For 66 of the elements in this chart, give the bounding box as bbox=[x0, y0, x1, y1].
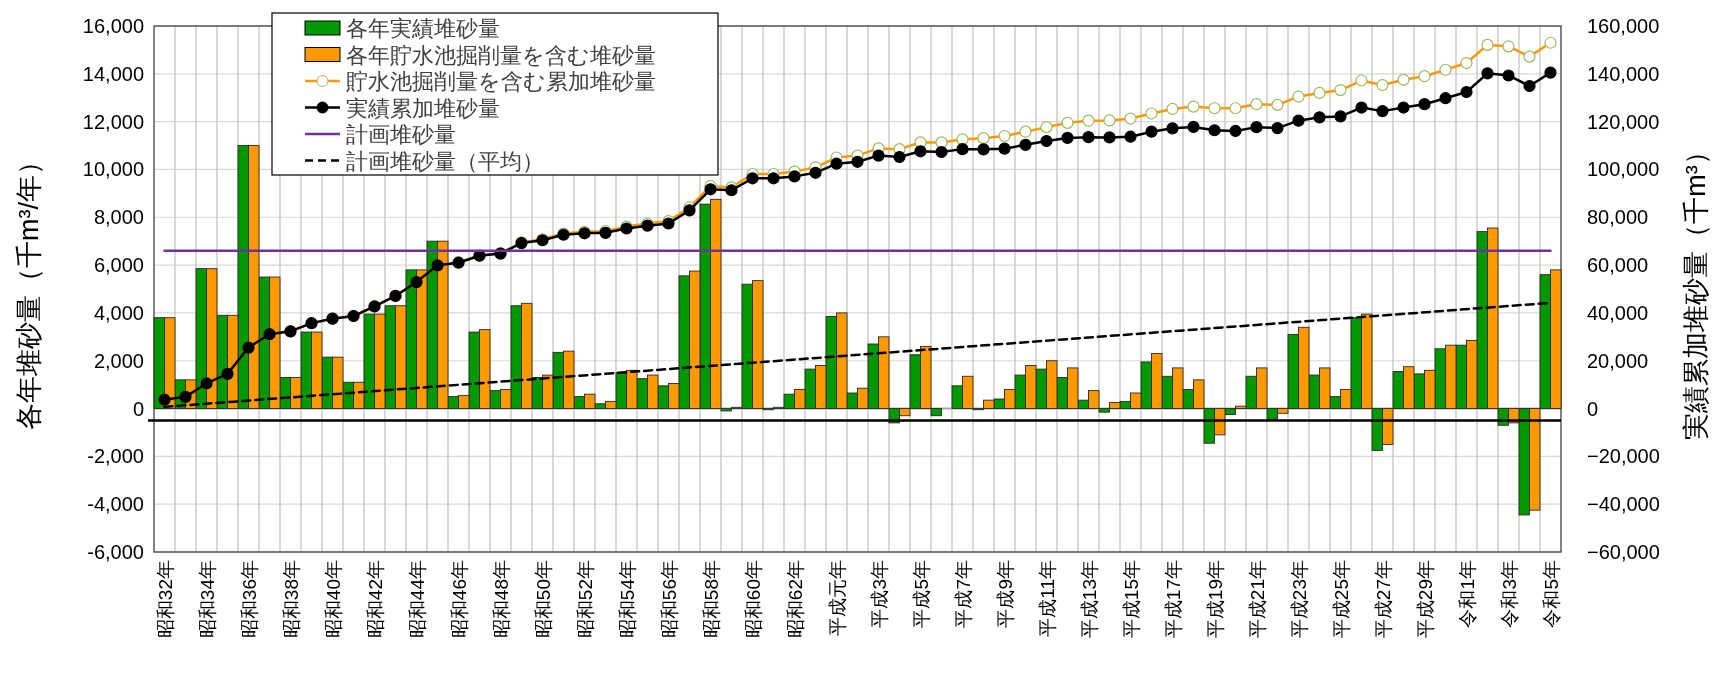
x-tick-label: 平成13年 bbox=[1078, 560, 1100, 639]
y-tick-label: 10,000 bbox=[82, 158, 144, 181]
y-tick-label: 4,000 bbox=[93, 301, 144, 324]
x-tick-label: 平成23年 bbox=[1288, 560, 1310, 639]
x-tick-label: 昭和48年 bbox=[490, 560, 512, 639]
x-tick-label: 昭和42年 bbox=[364, 560, 386, 639]
y-tick-label: 2,000 bbox=[93, 349, 144, 372]
x-tick-label: 昭和60年 bbox=[742, 560, 764, 639]
x-tick-label: 平成11年 bbox=[1036, 560, 1058, 637]
legend-label: 計画堆砂量 bbox=[346, 122, 456, 147]
y-tick-label: 0 bbox=[132, 397, 144, 420]
x-tick-label: 平成29年 bbox=[1414, 560, 1436, 639]
x-tick-label: 昭和34年 bbox=[196, 560, 218, 639]
y2-tick-label: −40,000 bbox=[1587, 493, 1660, 516]
x-tick-label: 昭和46年 bbox=[448, 560, 470, 639]
x-tick-label: 昭和62年 bbox=[784, 560, 806, 639]
y2-tick-label: −60,000 bbox=[1587, 541, 1660, 563]
x-tick-label: 平成25年 bbox=[1330, 560, 1352, 639]
y-tick-label: 12,000 bbox=[82, 110, 144, 133]
x-tick-label: 令和1年 bbox=[1456, 560, 1478, 628]
y-tick-label: -2,000 bbox=[87, 445, 144, 468]
y2-tick-label: 0 bbox=[1587, 397, 1599, 420]
x-tick-label: 平成17年 bbox=[1162, 560, 1184, 639]
y-tick-label: -4,000 bbox=[87, 493, 144, 516]
legend-label: 実績累加堆砂量 bbox=[346, 95, 500, 121]
x-tick-label: 昭和36年 bbox=[238, 560, 260, 639]
y2-axis-title: 実績累加堆砂量（千m³） bbox=[1681, 138, 1711, 440]
x-tick-label: 平成15年 bbox=[1120, 560, 1142, 639]
x-tick-label: 昭和56年 bbox=[658, 560, 680, 639]
y2-tick-label: 20,000 bbox=[1587, 349, 1649, 372]
x-tick-label: 昭和40年 bbox=[322, 560, 344, 639]
y-tick-label: 16,000 bbox=[82, 15, 144, 37]
x-tick-label: 平成27年 bbox=[1372, 560, 1394, 639]
x-tick-label: 昭和38年 bbox=[280, 560, 302, 639]
x-tick-label: 昭和32年 bbox=[154, 560, 176, 639]
y2-tick-label: 100,000 bbox=[1587, 158, 1660, 181]
y-tick-label: 8,000 bbox=[93, 206, 144, 229]
y2-tick-label: 60,000 bbox=[1587, 254, 1649, 277]
x-tick-label: 平成19年 bbox=[1204, 560, 1226, 639]
x-tick-label: 昭和50年 bbox=[532, 560, 554, 639]
legend-label: 各年貯水池掘削量を含む堆砂量 bbox=[346, 42, 656, 68]
y-tick-label: -6,000 bbox=[87, 541, 144, 563]
x-tick-label: 昭和52年 bbox=[574, 560, 596, 639]
y-tick-label: 14,000 bbox=[82, 62, 144, 85]
x-tick-label: 平成5年 bbox=[910, 560, 932, 628]
y2-tick-label: 80,000 bbox=[1587, 206, 1649, 229]
y-tick-label: 6,000 bbox=[93, 254, 144, 277]
y2-tick-label: −20,000 bbox=[1587, 445, 1660, 468]
x-tick-label: 平成21年 bbox=[1246, 560, 1268, 639]
legend-label: 各年実績堆砂量 bbox=[346, 16, 500, 41]
x-tick-label: 平成7年 bbox=[952, 560, 974, 628]
y2-tick-label: 160,000 bbox=[1587, 15, 1660, 37]
x-tick-label: 平成3年 bbox=[868, 560, 890, 628]
x-tick-label: 昭和58年 bbox=[700, 560, 722, 639]
x-tick-label: 昭和54年 bbox=[616, 560, 638, 639]
x-tick-label: 平成9年 bbox=[994, 560, 1016, 628]
x-tick-label: 平成元年 bbox=[826, 560, 848, 636]
y-axis-title: 各年堆砂量（千m³/年） bbox=[14, 148, 44, 430]
legend-label: 計画堆砂量（平均） bbox=[346, 148, 544, 174]
y2-tick-label: 140,000 bbox=[1587, 62, 1660, 85]
x-tick-label: 令和5年 bbox=[1540, 560, 1562, 628]
y2-tick-label: 40,000 bbox=[1587, 301, 1649, 324]
x-tick-label: 令和3年 bbox=[1498, 560, 1520, 628]
y2-tick-label: 120,000 bbox=[1587, 110, 1660, 133]
legend-label: 貯水池掘削量を含む累加堆砂量 bbox=[346, 69, 656, 94]
x-tick-label: 昭和44年 bbox=[406, 560, 428, 639]
